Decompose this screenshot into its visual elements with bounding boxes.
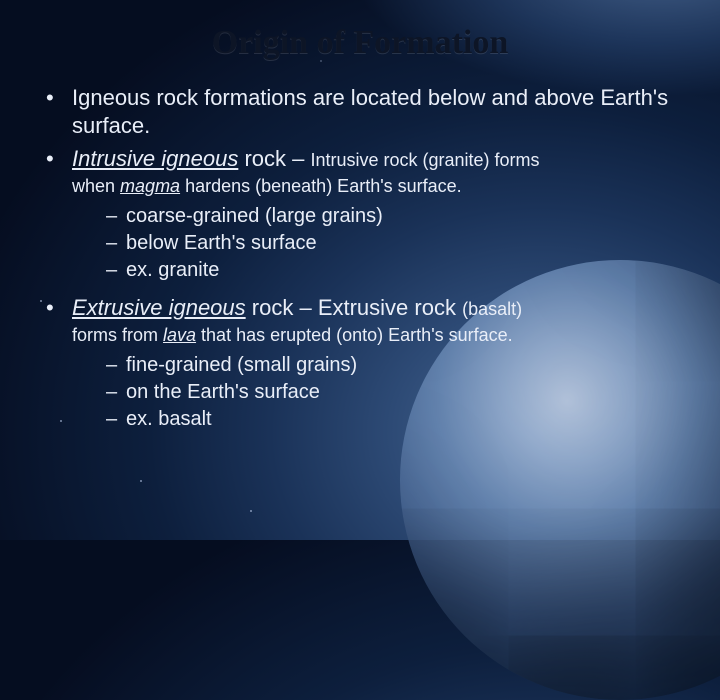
- extrusive-sub-3: ex. basalt: [106, 406, 692, 433]
- intrusive-sub-2: below Earth's surface: [106, 230, 692, 257]
- slide-container: Origin of Formation Igneous rock formati…: [0, 0, 720, 540]
- def-extrusive-2a: forms from: [72, 325, 163, 345]
- bullet-igneous-intro: Igneous rock formations are located belo…: [46, 84, 692, 139]
- def-extrusive-2b: that has erupted (onto) Earth's surface.: [196, 325, 513, 345]
- extrusive-sublist: fine-grained (small grains) on the Earth…: [72, 352, 692, 433]
- extrusive-sub-1: fine-grained (small grains): [106, 352, 692, 379]
- dash-1: –: [286, 146, 310, 171]
- intrusive-sublist: coarse-grained (large grains) below Eart…: [72, 203, 692, 284]
- text-rock-2: rock: [246, 295, 294, 320]
- intrusive-sub-2-text: below Earth's surface: [126, 232, 317, 254]
- bullet-intrusive: Intrusive igneous rock – Intrusive rock …: [46, 145, 692, 284]
- def-intrusive-2b: hardens (beneath) Earth's surface.: [180, 176, 462, 196]
- term-magma: magma: [120, 176, 180, 196]
- dash-2: –: [293, 295, 317, 320]
- def-intrusive-1: Intrusive rock (granite) forms: [310, 150, 539, 170]
- extrusive-sub-2-text: on the Earth's surface: [126, 381, 320, 403]
- extrusive-sub-2: on the Earth's surface: [106, 379, 692, 406]
- term-extrusive: Extrusive igneous: [72, 295, 246, 320]
- bullet-extrusive: Extrusive igneous rock – Extrusive rock …: [46, 294, 692, 433]
- text-rock-1: rock: [238, 146, 286, 171]
- extrusive-sub-3-text: ex. basalt: [126, 408, 212, 430]
- intrusive-sub-3: ex. granite: [106, 257, 692, 284]
- def-extrusive-paren: (basalt): [462, 299, 522, 319]
- def-extrusive-1: Extrusive rock: [318, 295, 462, 320]
- def-intrusive-2a: when: [72, 176, 120, 196]
- term-intrusive: Intrusive igneous: [72, 146, 238, 171]
- def-intrusive-2: when magma hardens (beneath) Earth's sur…: [72, 175, 692, 198]
- intrusive-sub-1-text: coarse-grained (large grains): [126, 205, 383, 227]
- intrusive-sub-1: coarse-grained (large grains): [106, 203, 692, 230]
- text-igneous-intro: Igneous rock formations are located belo…: [72, 85, 668, 138]
- slide-title: Origin of Formation: [28, 24, 692, 62]
- def-extrusive-2: forms from lava that has erupted (onto) …: [72, 324, 692, 347]
- extrusive-sub-1-text: fine-grained (small grains): [126, 354, 357, 376]
- term-lava: lava: [163, 325, 196, 345]
- bullet-list: Igneous rock formations are located belo…: [28, 84, 692, 433]
- intrusive-sub-3-text: ex. granite: [126, 259, 219, 281]
